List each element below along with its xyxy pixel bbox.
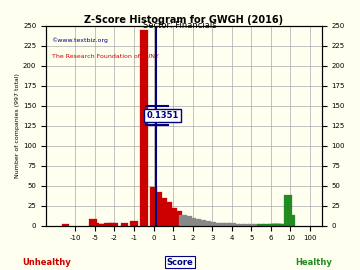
Bar <box>130 221 138 226</box>
Text: Unhealthy: Unhealthy <box>22 258 71 266</box>
Bar <box>248 224 255 226</box>
Bar <box>165 202 172 226</box>
Text: Score: Score <box>167 258 193 266</box>
Bar <box>208 222 216 226</box>
Bar <box>213 222 221 226</box>
Text: Healthy: Healthy <box>295 258 332 266</box>
Bar <box>223 223 231 226</box>
Text: ©www.textbiz.org: ©www.textbiz.org <box>51 38 108 43</box>
Bar <box>94 224 102 226</box>
Bar <box>275 224 282 226</box>
Bar <box>199 220 206 226</box>
Bar <box>272 224 279 226</box>
Bar <box>277 224 284 226</box>
Bar <box>62 224 69 226</box>
Bar <box>243 224 250 226</box>
Bar <box>104 223 112 226</box>
Bar <box>159 198 167 226</box>
Bar <box>194 220 201 226</box>
Text: The Research Foundation of SUNY: The Research Foundation of SUNY <box>51 54 158 59</box>
Bar <box>150 187 157 226</box>
Bar <box>233 224 240 226</box>
Bar <box>204 221 211 226</box>
Bar <box>270 224 277 226</box>
Bar <box>108 223 115 226</box>
Bar <box>189 218 197 226</box>
Text: 0.1351: 0.1351 <box>147 111 179 120</box>
Bar <box>91 223 99 226</box>
Bar <box>279 224 287 226</box>
Bar <box>140 30 148 226</box>
Y-axis label: Number of companies (997 total): Number of companies (997 total) <box>15 73 20 178</box>
Text: Sector: Financials: Sector: Financials <box>143 21 217 30</box>
Bar <box>269 224 276 226</box>
Bar <box>111 222 118 226</box>
Bar <box>170 208 177 226</box>
Bar <box>287 224 294 226</box>
Bar <box>238 224 245 226</box>
Bar <box>121 222 128 226</box>
Bar <box>273 224 281 226</box>
Bar <box>228 223 235 226</box>
Title: Z-Score Histogram for GWGH (2016): Z-Score Histogram for GWGH (2016) <box>84 15 283 25</box>
Bar <box>98 224 105 226</box>
Bar <box>284 195 292 226</box>
Bar <box>257 224 265 226</box>
Bar <box>89 220 96 226</box>
Bar <box>287 215 294 226</box>
Bar <box>174 211 182 226</box>
Bar <box>262 224 270 226</box>
Bar <box>101 224 108 226</box>
Bar <box>271 224 278 226</box>
Bar <box>252 224 260 226</box>
Bar <box>218 222 226 226</box>
Bar <box>184 216 192 226</box>
Bar <box>155 192 162 226</box>
Bar <box>179 215 186 226</box>
